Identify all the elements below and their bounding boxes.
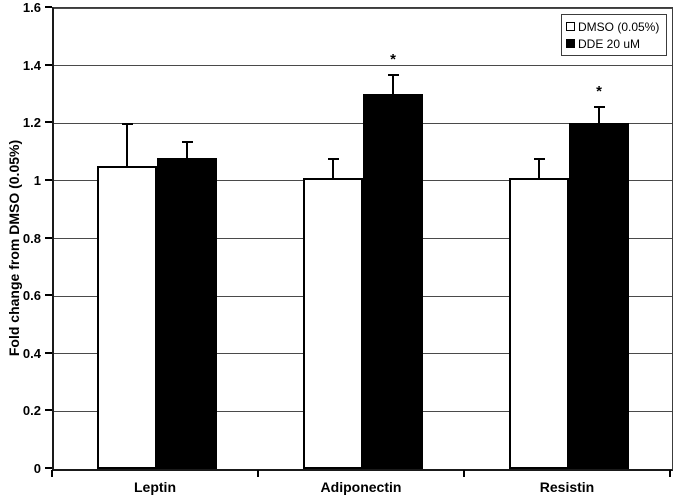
error-bar	[332, 157, 334, 178]
x-axis-tick	[257, 470, 259, 477]
bar-dde-resistin	[569, 123, 629, 469]
bar-dmso-leptin	[97, 166, 157, 469]
y-axis-tick	[45, 294, 52, 297]
legend-label-dmso: DMSO (0.05%)	[578, 19, 660, 34]
x-axis-tick	[669, 470, 671, 477]
bar-dde-adiponectin	[363, 94, 423, 469]
y-tick-label: 0.8	[22, 230, 41, 246]
legend-label-dde: DDE 20 uM	[578, 36, 641, 51]
error-bar	[598, 105, 600, 124]
error-bar	[392, 74, 394, 95]
gridline	[54, 7, 672, 9]
y-tick-label: 1.6	[22, 0, 41, 15]
y-axis-tick	[45, 236, 52, 239]
error-bar	[126, 123, 128, 167]
error-bar-cap	[121, 123, 133, 126]
bar-dmso-adiponectin	[303, 178, 363, 469]
y-axis-tick	[45, 351, 52, 354]
y-tick-label: 1.4	[22, 57, 41, 73]
error-bar-cap	[181, 140, 193, 143]
legend: DMSO (0.05%) DDE 20 uM	[561, 14, 667, 56]
error-bar	[538, 157, 540, 178]
y-axis-tick	[45, 63, 52, 66]
category-label-resistin: Resistin	[539, 479, 595, 495]
black-square-icon	[566, 39, 575, 48]
error-bar-cap	[533, 157, 545, 160]
error-bar-cap	[593, 105, 605, 108]
x-axis-tick	[463, 470, 465, 477]
bar-dmso-resistin	[509, 178, 569, 469]
category-label-adiponectin: Adiponectin	[320, 479, 402, 495]
plot-area: * *	[52, 7, 673, 471]
y-axis-tick	[45, 467, 52, 469]
y-axis-tick	[45, 409, 52, 412]
y-tick-label: 0.6	[22, 288, 41, 304]
significance-asterisk: *	[596, 82, 602, 100]
error-bar-cap	[327, 157, 339, 160]
legend-item-dde: DDE 20 uM	[566, 35, 664, 52]
y-tick-label: 0	[33, 461, 41, 476]
y-axis-tick	[45, 121, 52, 124]
y-axis-tick	[45, 6, 52, 8]
error-bar-cap	[387, 74, 399, 77]
significance-asterisk: *	[390, 51, 396, 69]
y-axis-tick	[45, 178, 52, 181]
x-axis-tick	[51, 470, 53, 477]
legend-item-dmso: DMSO (0.05%)	[566, 18, 664, 35]
y-tick-label: 1.2	[22, 115, 41, 131]
white-square-icon	[566, 22, 575, 31]
error-bar	[186, 140, 188, 158]
y-tick-label: 0.2	[22, 403, 41, 419]
category-label-leptin: Leptin	[134, 479, 176, 495]
bar-dde-leptin	[157, 157, 217, 469]
gridline	[54, 65, 672, 67]
y-tick-label: 0.4	[22, 345, 41, 361]
y-tick-label: 1	[33, 172, 41, 188]
